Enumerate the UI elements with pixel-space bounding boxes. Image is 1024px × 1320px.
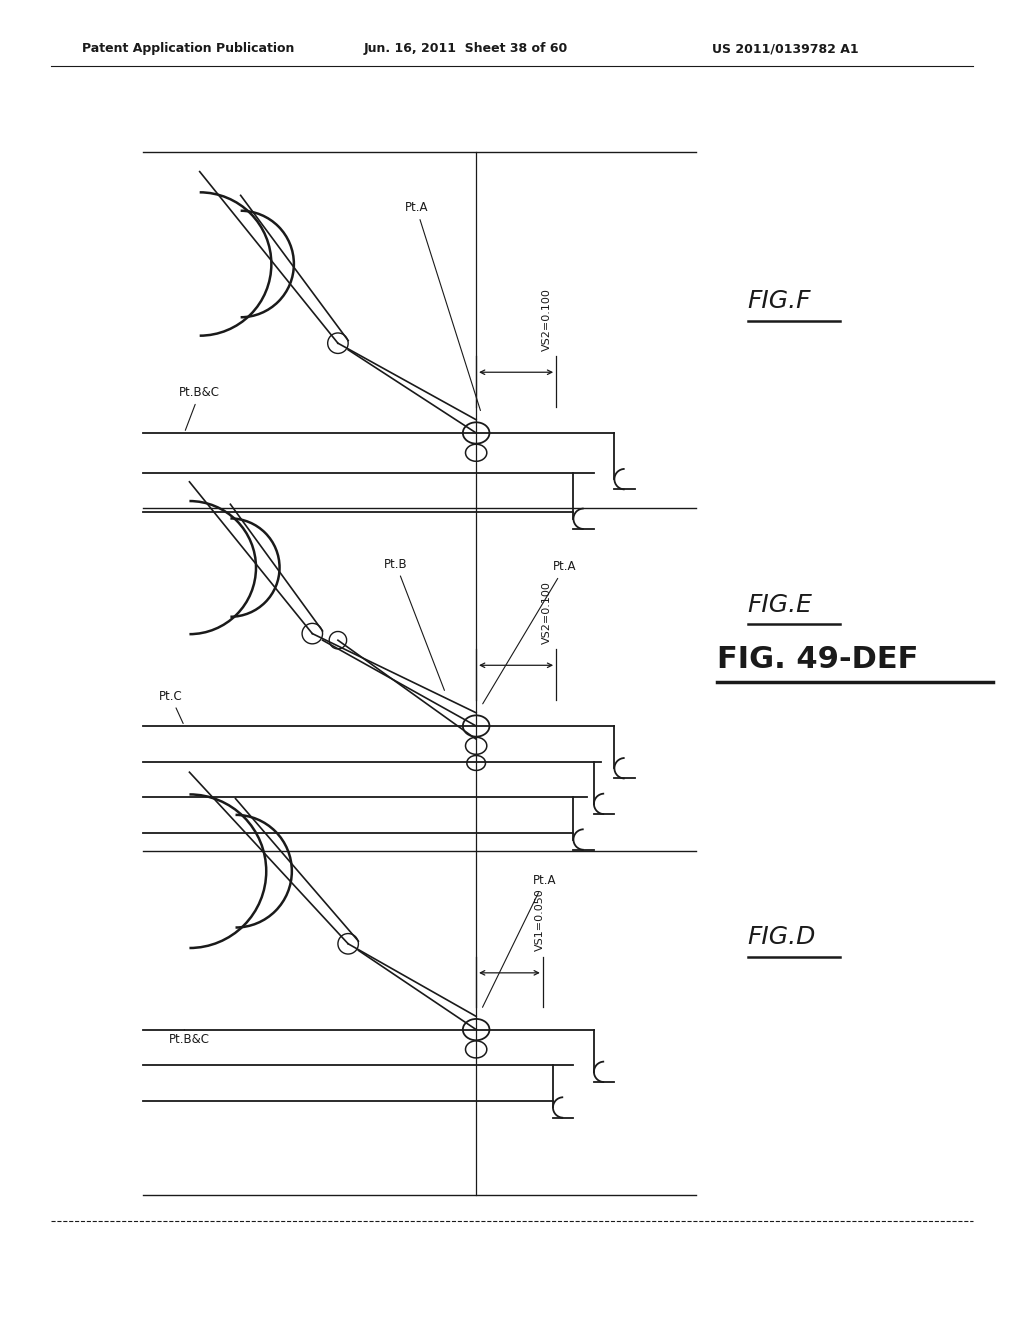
Text: VS2=0.100: VS2=0.100 xyxy=(542,288,552,351)
Text: VS1=0.050: VS1=0.050 xyxy=(536,888,545,952)
Text: Jun. 16, 2011  Sheet 38 of 60: Jun. 16, 2011 Sheet 38 of 60 xyxy=(364,42,567,55)
Text: Pt.A: Pt.A xyxy=(482,560,577,704)
Text: VS2=0.100: VS2=0.100 xyxy=(542,581,552,644)
Text: Pt.B: Pt.B xyxy=(384,557,444,690)
Text: Patent Application Publication: Patent Application Publication xyxy=(82,42,294,55)
Text: Pt.B&C: Pt.B&C xyxy=(179,385,220,430)
Text: FIG.E: FIG.E xyxy=(748,593,812,616)
Text: US 2011/0139782 A1: US 2011/0139782 A1 xyxy=(712,42,858,55)
Text: Pt.B&C: Pt.B&C xyxy=(169,1030,210,1045)
Text: FIG. 49-DEF: FIG. 49-DEF xyxy=(717,645,919,675)
Text: Pt.C: Pt.C xyxy=(159,689,183,723)
Text: FIG.D: FIG.D xyxy=(748,925,816,949)
Text: FIG.F: FIG.F xyxy=(748,289,811,313)
Text: Pt.A: Pt.A xyxy=(404,201,480,411)
Text: Pt.A: Pt.A xyxy=(482,874,556,1007)
